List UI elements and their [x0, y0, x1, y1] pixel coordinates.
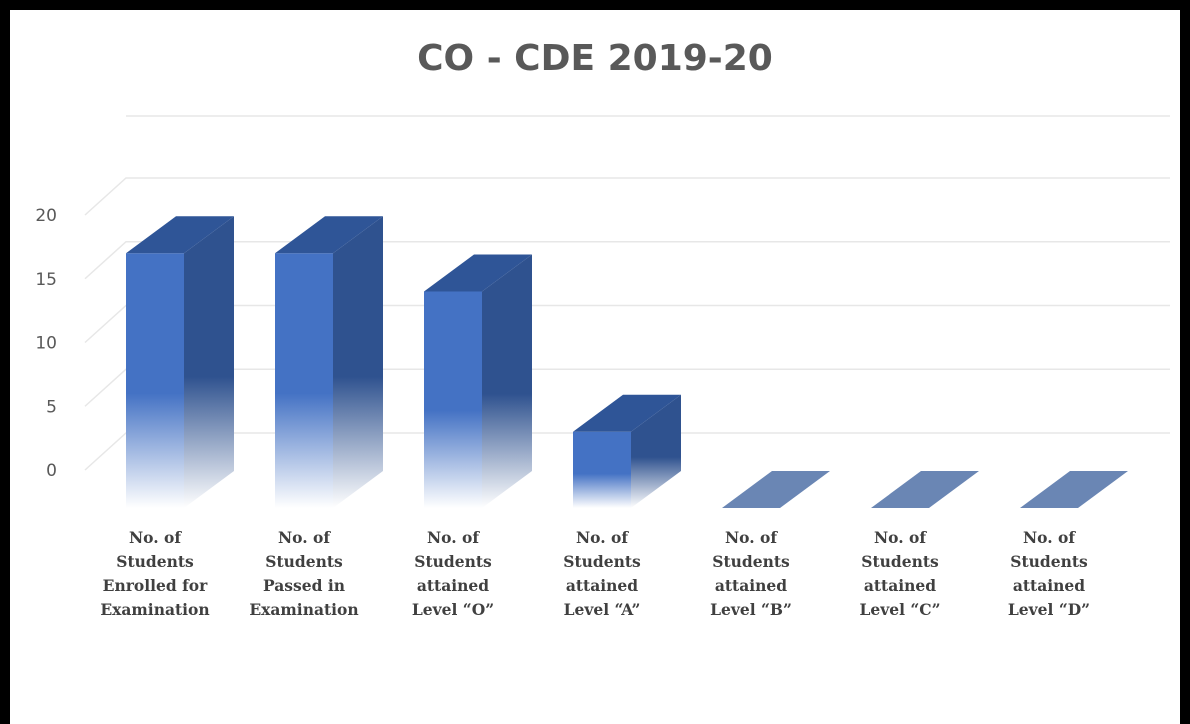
bar-front	[275, 253, 333, 508]
x-category-label-line: No. of	[724, 528, 778, 547]
bar-zero-face	[722, 471, 830, 508]
x-category-label: No. of Students attained Level “D”	[979, 526, 1119, 622]
bar	[424, 254, 532, 508]
x-category-label-line: Examination	[249, 600, 359, 619]
x-category-label: No. of Students attained Level “O”	[383, 526, 523, 622]
bar-zero-face	[1020, 471, 1128, 508]
bar	[573, 394, 681, 508]
x-category-label-line: attained	[863, 576, 937, 595]
gridline	[84, 241, 1170, 280]
bar-top	[573, 394, 681, 432]
y-tick-label: 10	[35, 334, 57, 354]
x-category-label-line: Students	[563, 552, 641, 571]
x-category-label: No. of Students Passed in Examination	[234, 526, 374, 622]
bar-side	[631, 394, 681, 508]
x-category-label-line: No. of	[1022, 528, 1076, 547]
bar-top	[126, 216, 234, 254]
x-category-label-line: No. of	[277, 528, 331, 547]
bar-front	[573, 431, 631, 508]
x-category-label-line: Students	[712, 552, 790, 571]
bar-top	[424, 254, 532, 292]
y-tick-label: 0	[46, 461, 57, 481]
x-category-label-line: Students	[861, 552, 939, 571]
bar	[275, 216, 383, 508]
x-category-label-line: Level “C”	[859, 600, 941, 619]
x-category-label-line: Level “D”	[1007, 600, 1091, 619]
x-category-label: No. of Students Enrolled for Examination	[85, 526, 225, 622]
x-category-label-line: Passed in	[263, 576, 345, 595]
x-category-label-line: No. of	[128, 528, 182, 547]
bar-front	[126, 253, 184, 508]
bars	[126, 216, 1128, 508]
bar-side	[333, 216, 383, 508]
x-category-label: No. of Students attained Level “B”	[681, 526, 821, 622]
x-category-label-line: Students	[116, 552, 194, 571]
x-category-label-line: Students	[414, 552, 492, 571]
bar	[871, 471, 979, 508]
bar-top	[275, 216, 383, 254]
chart-title: CO - CDE 2019-20	[417, 38, 773, 79]
y-tick-label: 5	[46, 397, 57, 417]
x-category-label-line: Examination	[100, 600, 210, 619]
x-category-label-line: attained	[565, 576, 639, 595]
x-category-label-line: attained	[416, 576, 490, 595]
x-category-label-line: No. of	[873, 528, 927, 547]
bar-side	[184, 216, 234, 508]
x-category-label-line: Students	[1010, 552, 1088, 571]
x-category-label-line: No. of	[426, 528, 480, 547]
x-category-label-line: attained	[1012, 576, 1086, 595]
x-category-label-line: Level “O”	[411, 600, 495, 619]
y-tick-label: 20	[35, 206, 57, 226]
x-category-label-line: Level “A”	[563, 600, 641, 619]
y-axis-ticks: 0 5 10 15 20	[35, 206, 57, 481]
x-category-label: No. of Students attained Level “C”	[830, 526, 970, 622]
gridline	[84, 304, 1170, 344]
bar-side	[482, 254, 532, 508]
bar-front	[424, 291, 482, 508]
x-category-label-line: No. of	[575, 528, 629, 547]
bar-zero-face	[871, 471, 979, 508]
bar	[126, 216, 234, 508]
y-tick-label: 15	[35, 270, 57, 290]
x-category-label-line: Enrolled for	[102, 576, 208, 595]
bar	[722, 471, 830, 508]
x-category-label: No. of Students attained Level “A”	[532, 526, 672, 622]
x-category-label-line: Students	[265, 552, 343, 571]
gridline	[84, 177, 1170, 216]
x-category-label-line: Level “B”	[710, 600, 792, 619]
bar	[1020, 471, 1128, 508]
x-category-label-line: attained	[714, 576, 788, 595]
